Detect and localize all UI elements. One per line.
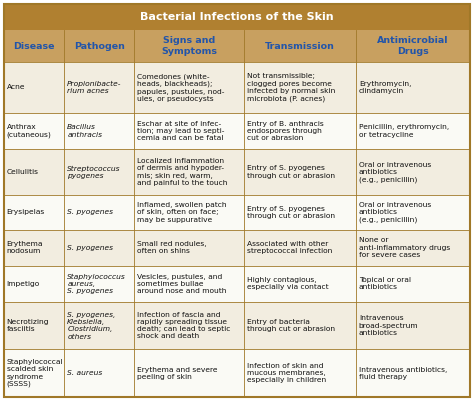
Bar: [4, 349, 470, 397]
Text: Localized inflammation
of dermis and hypoder-
mis; skin red, warm,
and painful t: Localized inflammation of dermis and hyp…: [137, 158, 228, 186]
Text: Small red nodules,
often on shins: Small red nodules, often on shins: [137, 241, 207, 254]
Text: Streptococcus
pyogenes: Streptococcus pyogenes: [67, 165, 121, 179]
Text: Infection of fascia and
rapidly spreading tissue
death; can lead to septic
shock: Infection of fascia and rapidly spreadin…: [137, 312, 231, 340]
Text: Signs and
Symptoms: Signs and Symptoms: [161, 36, 217, 56]
Text: Comedones (white-
heads, blackheads);
papules, pustules, nod-
ules, or pseudocys: Comedones (white- heads, blackheads); pa…: [137, 73, 225, 102]
Text: Acne: Acne: [7, 85, 25, 91]
Bar: [4, 302, 470, 349]
Text: Bacterial Infections of the Skin: Bacterial Infections of the Skin: [140, 12, 334, 22]
Text: Erythema and severe
peeling of skin: Erythema and severe peeling of skin: [137, 367, 218, 380]
Text: Entry of S. pyogenes
through cut or abrasion: Entry of S. pyogenes through cut or abra…: [247, 206, 335, 219]
Text: S. pyogenes: S. pyogenes: [67, 245, 113, 251]
Text: Eschar at site of infec-
tion; may lead to septi-
cemia and can be fatal: Eschar at site of infec- tion; may lead …: [137, 121, 225, 141]
Text: Penicillin, erythromycin,
or tetracycline: Penicillin, erythromycin, or tetracyclin…: [359, 124, 449, 138]
Text: Entry of S. pyogenes
through cut or abrasion: Entry of S. pyogenes through cut or abra…: [247, 166, 335, 179]
Bar: [4, 62, 470, 113]
Text: Highly contagious,
especially via contact: Highly contagious, especially via contac…: [247, 277, 328, 290]
Text: Erysipelas: Erysipelas: [7, 209, 45, 215]
Text: S. pyogenes: S. pyogenes: [67, 209, 113, 215]
Text: Anthrax
(cutaneous): Anthrax (cutaneous): [7, 124, 52, 138]
Text: Cellulitis: Cellulitis: [7, 169, 39, 175]
Text: Pathogen: Pathogen: [74, 42, 125, 51]
Text: Intravenous
broad-spectrum
antibiotics: Intravenous broad-spectrum antibiotics: [359, 315, 419, 336]
Bar: [4, 4, 470, 30]
Text: S. aureus: S. aureus: [67, 370, 102, 376]
Text: Transmission: Transmission: [265, 42, 335, 51]
Text: Not transmissible;
clogged pores become
infected by normal skin
microbiota (P. a: Not transmissible; clogged pores become …: [247, 73, 335, 101]
Text: Infection of skin and
mucous membranes,
especially in children: Infection of skin and mucous membranes, …: [247, 363, 326, 383]
Text: Oral or intravenous
antibiotics
(e.g., penicillin): Oral or intravenous antibiotics (e.g., p…: [359, 202, 431, 223]
Bar: [4, 113, 470, 149]
Text: Entry of bacteria
through cut or abrasion: Entry of bacteria through cut or abrasio…: [247, 319, 335, 332]
Text: None or
anti-inflammatory drugs
for severe cases: None or anti-inflammatory drugs for seve…: [359, 237, 450, 258]
Text: S. pyogenes,
Klebsiella,
Clostridium,
others: S. pyogenes, Klebsiella, Clostridium, ot…: [67, 312, 116, 340]
Text: Propionibacte-
rium acnes: Propionibacte- rium acnes: [67, 81, 122, 94]
Text: Bacillus
anthracis: Bacillus anthracis: [67, 124, 102, 138]
Text: Necrotizing
fasciitis: Necrotizing fasciitis: [7, 319, 49, 332]
Text: Inflamed, swollen patch
of skin, often on face;
may be suppurative: Inflamed, swollen patch of skin, often o…: [137, 202, 227, 223]
Text: Entry of B. anthracis
endospores through
cut or abrasion: Entry of B. anthracis endospores through…: [247, 121, 324, 141]
Text: Topical or oral
antibiotics: Topical or oral antibiotics: [359, 277, 411, 290]
Text: Disease: Disease: [13, 42, 55, 51]
Bar: [4, 30, 470, 62]
Text: Vesicles, pustules, and
sometimes bullae
around nose and mouth: Vesicles, pustules, and sometimes bullae…: [137, 273, 227, 294]
Bar: [4, 195, 470, 229]
Text: Staphylococcus
aureus,
S. pyogenes: Staphylococcus aureus, S. pyogenes: [67, 273, 126, 294]
Bar: [4, 266, 470, 302]
Bar: [4, 229, 470, 266]
Text: Associated with other
streptococcal infection: Associated with other streptococcal infe…: [247, 241, 332, 254]
Text: Antimicrobial
Drugs: Antimicrobial Drugs: [377, 36, 449, 56]
Bar: [4, 149, 470, 195]
Text: Erythromycin,
clindamycin: Erythromycin, clindamycin: [359, 81, 411, 94]
Text: Intravenous antibiotics,
fluid therapy: Intravenous antibiotics, fluid therapy: [359, 367, 447, 380]
Text: Impetigo: Impetigo: [7, 281, 40, 287]
Text: Erythema
nodosum: Erythema nodosum: [7, 241, 43, 254]
Text: Oral or intravenous
antibiotics
(e.g., penicillin): Oral or intravenous antibiotics (e.g., p…: [359, 162, 431, 182]
Text: Staphylococcal
scalded skin
syndrome
(SSSS): Staphylococcal scalded skin syndrome (SS…: [7, 359, 63, 387]
